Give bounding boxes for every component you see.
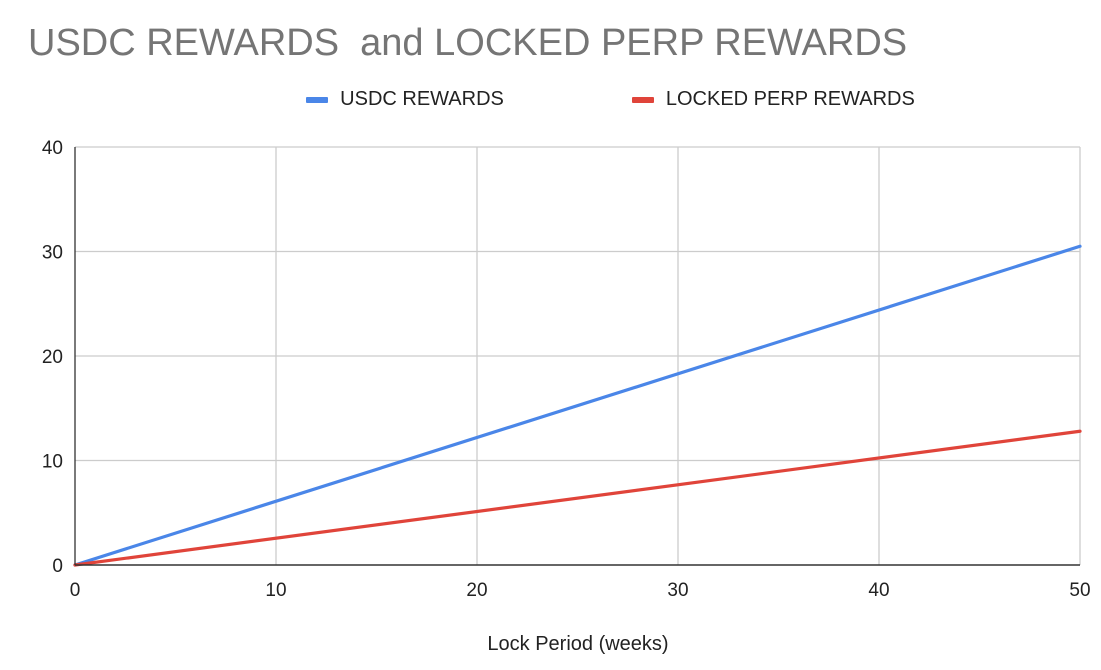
x-tick-label: 10 [265, 580, 286, 601]
series-line-usdc-rewards[interactable] [73, 244, 1082, 567]
axes [74, 147, 1080, 566]
legend-swatch-usdc-rewards [306, 96, 329, 103]
gridlines [75, 146, 1081, 565]
legend-item-usdc-rewards[interactable]: USDC REWARDS [306, 88, 504, 111]
x-axis-label: Lock Period (weeks) [487, 633, 668, 655]
y-tick-label: 20 [42, 347, 63, 368]
chart-title: USDC REWARDS and LOCKED PERP REWARDS [28, 22, 908, 64]
x-tick-label: 50 [1069, 580, 1090, 601]
legend-swatch-locked-perp-rewards [631, 96, 654, 103]
y-tick-label: 0 [52, 556, 63, 577]
x-tick-label: 30 [667, 580, 688, 601]
x-tick-label: 20 [466, 580, 487, 601]
legend: USDC REWARDS LOCKED PERP REWARDS [0, 88, 1101, 111]
legend-item-locked-perp-rewards[interactable]: LOCKED PERP REWARDS [631, 88, 915, 111]
series-layer [73, 244, 1082, 567]
series-line-locked-perp-rewards[interactable] [73, 429, 1082, 567]
tick-labels: 0 10 20 30 40 50 0 10 20 30 40 [42, 138, 1091, 601]
legend-label-usdc-rewards: USDC REWARDS [340, 88, 504, 110]
y-tick-label: 30 [42, 243, 63, 264]
x-tick-label: 0 [70, 580, 81, 601]
y-tick-label: 10 [42, 452, 63, 473]
y-tick-label: 40 [42, 138, 63, 159]
x-tick-label: 40 [868, 580, 889, 601]
legend-label-locked-perp-rewards: LOCKED PERP REWARDS [665, 88, 915, 110]
